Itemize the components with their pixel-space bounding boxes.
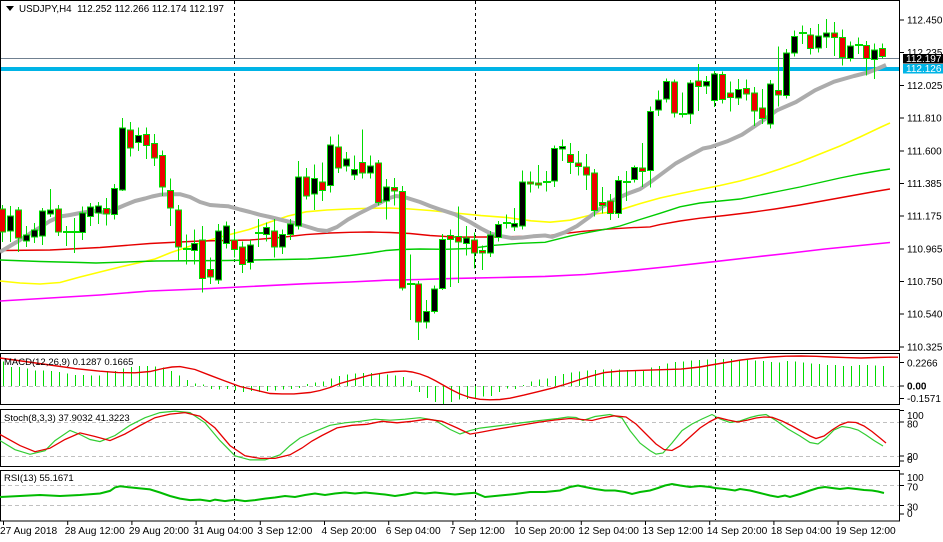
svg-text:112.126: 112.126 xyxy=(906,64,942,75)
svg-text:USDJPY,H4 112.252 112.266 112: USDJPY,H4 112.252 112.266 112.174 112.19… xyxy=(19,4,224,15)
svg-text:0.00: 0.00 xyxy=(907,382,927,393)
svg-text:27 Aug 2018: 27 Aug 2018 xyxy=(0,526,58,537)
svg-text:111.385: 111.385 xyxy=(907,179,942,190)
svg-text:3 Sep 12:00: 3 Sep 12:00 xyxy=(257,526,312,537)
svg-text:111.600: 111.600 xyxy=(907,147,942,158)
svg-text:18 Sep 04:00: 18 Sep 04:00 xyxy=(771,526,832,537)
svg-text:110.540: 110.540 xyxy=(907,310,943,321)
svg-text:Stoch(8,3,3) 37.9032 41.3223: Stoch(8,3,3) 37.9032 41.3223 xyxy=(4,413,130,424)
svg-text:29 Aug 20:00: 29 Aug 20:00 xyxy=(129,526,189,537)
svg-text:10 Sep 20:00: 10 Sep 20:00 xyxy=(514,526,575,537)
svg-text:110.325: 110.325 xyxy=(907,343,943,354)
svg-text:112.025: 112.025 xyxy=(907,81,943,92)
svg-text:13 Sep 12:00: 13 Sep 12:00 xyxy=(643,526,704,537)
svg-text:MACD(12,26,9) 0.1287 0.1665: MACD(12,26,9) 0.1287 0.1665 xyxy=(4,357,133,368)
svg-text:RSI(13) 55.1671: RSI(13) 55.1671 xyxy=(4,473,74,484)
svg-text:12 Sep 04:00: 12 Sep 04:00 xyxy=(578,526,639,537)
svg-text:14 Sep 20:00: 14 Sep 20:00 xyxy=(707,526,768,537)
svg-text:110.965: 110.965 xyxy=(907,245,943,256)
svg-text:100: 100 xyxy=(907,473,924,484)
svg-text:7 Sep 12:00: 7 Sep 12:00 xyxy=(450,526,505,537)
svg-text:112.450: 112.450 xyxy=(907,16,943,27)
svg-text:111.810: 111.810 xyxy=(907,114,942,125)
svg-text:-0.1571: -0.1571 xyxy=(907,394,941,405)
svg-text:111.175: 111.175 xyxy=(907,212,942,223)
svg-text:80: 80 xyxy=(907,420,919,431)
svg-text:100: 100 xyxy=(907,411,924,422)
svg-text:30: 30 xyxy=(907,503,919,514)
svg-text:0.2266: 0.2266 xyxy=(907,359,938,370)
svg-text:70: 70 xyxy=(907,483,919,494)
svg-text:110.750: 110.750 xyxy=(907,277,943,288)
svg-text:112.197: 112.197 xyxy=(906,54,942,65)
svg-text:0: 0 xyxy=(907,509,913,520)
svg-text:112.235: 112.235 xyxy=(907,48,943,59)
svg-text:4 Sep 20:00: 4 Sep 20:00 xyxy=(322,526,377,537)
svg-text:19 Sep 12:00: 19 Sep 12:00 xyxy=(835,526,896,537)
svg-text:0: 0 xyxy=(907,455,913,466)
svg-text:31 Aug 04:00: 31 Aug 04:00 xyxy=(193,526,253,537)
svg-text:6 Sep 04:00: 6 Sep 04:00 xyxy=(386,526,441,537)
svg-text:28 Aug 12:00: 28 Aug 12:00 xyxy=(65,526,125,537)
svg-text:20: 20 xyxy=(907,452,919,463)
